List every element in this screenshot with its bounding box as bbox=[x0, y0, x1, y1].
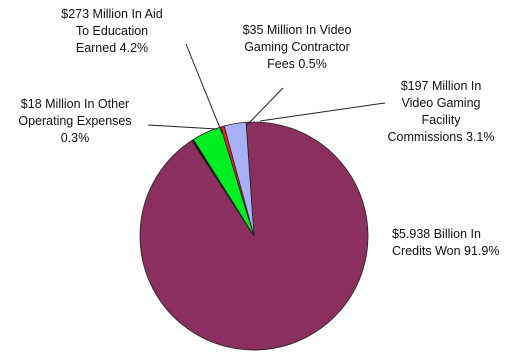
label-aid-to-education: $273 Million In Aid To Education Earned … bbox=[48, 6, 176, 57]
pie-slices bbox=[139, 121, 369, 351]
leader-lines bbox=[147, 43, 386, 134]
leader-line-aid bbox=[185, 43, 223, 134]
label-aid-line1: $273 Million In Aid bbox=[61, 7, 163, 21]
label-credits-won: $5.938 Billion In Credits Won 91.9% bbox=[392, 226, 508, 260]
label-contractor-line1: $35 Million In Video bbox=[242, 23, 352, 37]
label-commissions-line3: Facility bbox=[421, 113, 461, 127]
label-commissions-line1: $197 Million In bbox=[400, 79, 482, 93]
label-commissions-line4: Commissions 3.1% bbox=[387, 130, 495, 144]
leader-line-contractor bbox=[245, 87, 284, 127]
label-other-line1: $18 Million In Other bbox=[20, 97, 130, 111]
label-other-line2: Operating Expenses bbox=[18, 114, 132, 128]
label-aid-line2: To Education bbox=[75, 24, 149, 38]
label-contractor-line2: Gaming Contractor bbox=[244, 40, 350, 54]
leader-line-commissions bbox=[259, 102, 386, 122]
label-credits-line2: Credits Won 91.9% bbox=[392, 244, 500, 258]
label-other-expenses: $18 Million In Other Operating Expenses … bbox=[2, 96, 148, 147]
label-contractor-fees: $35 Million In Video Gaming Contractor F… bbox=[230, 22, 364, 73]
label-commissions-line2: Video Gaming bbox=[401, 96, 481, 110]
leader-line-other bbox=[147, 124, 218, 130]
label-facility-commissions: $197 Million In Video Gaming Facility Co… bbox=[382, 78, 500, 146]
label-contractor-line3: Fees 0.5% bbox=[267, 57, 327, 71]
pie-slice-facility-commissions bbox=[223, 121, 255, 237]
label-aid-line3: Earned 4.2% bbox=[75, 41, 149, 55]
label-credits-line1: $5.938 Billion In bbox=[392, 227, 481, 241]
label-other-line3: 0.3% bbox=[60, 131, 90, 145]
